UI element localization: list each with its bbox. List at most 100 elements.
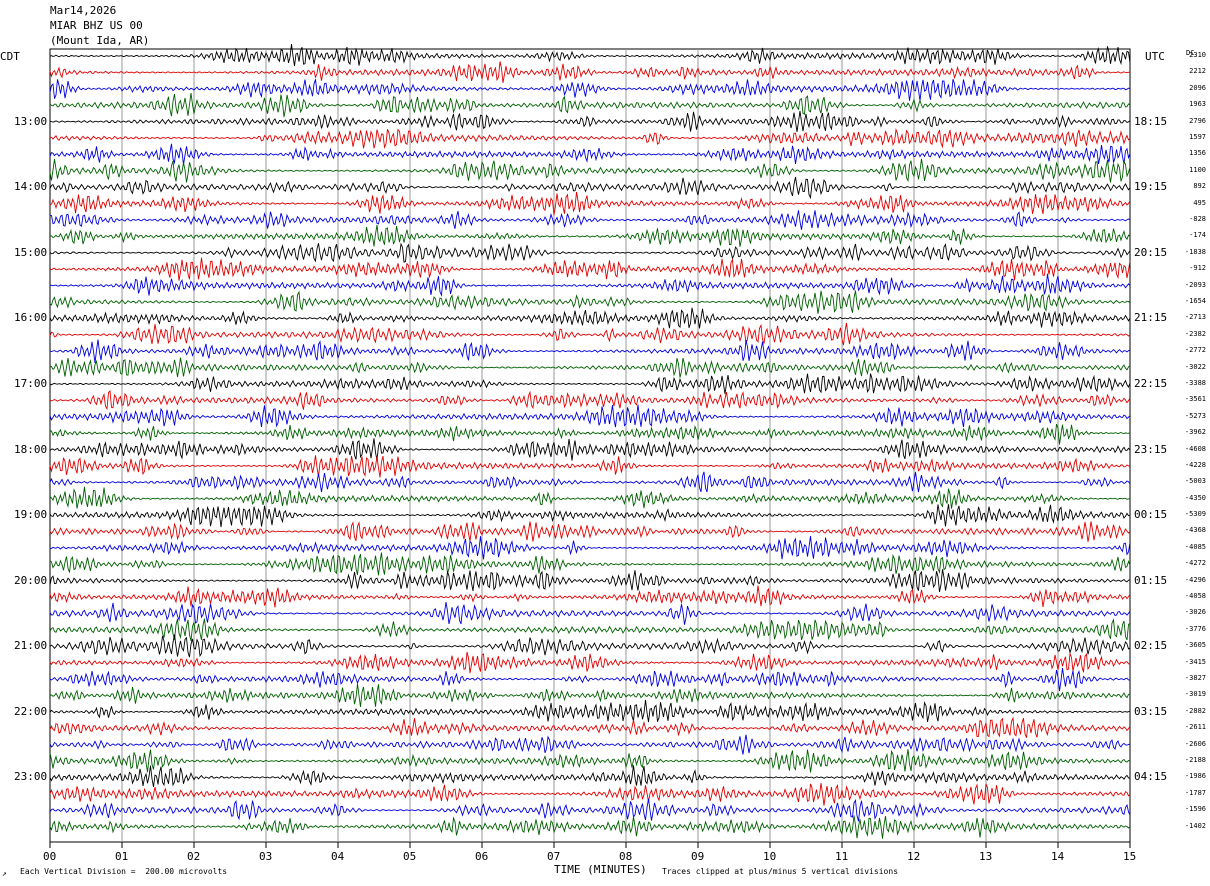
scale-marker-icon: ↗ — [2, 869, 7, 878]
dc-offset-label: -2713 — [1184, 313, 1206, 322]
dc-offset-label: -2606 — [1184, 739, 1206, 748]
trace-17 — [49, 307, 1131, 329]
trace-25 — [49, 438, 1131, 461]
left-time-label: 17:00 — [14, 376, 48, 390]
dc-offset-label: -3605 — [1184, 641, 1206, 650]
plot-frame — [49, 48, 1131, 843]
x-tick-label: 03 — [259, 850, 273, 863]
x-tick-label: 08 — [619, 850, 633, 863]
x-tick-label: 04 — [331, 850, 345, 863]
x-tick-label: 01 — [115, 850, 129, 863]
dc-offset-label: -1402 — [1184, 821, 1206, 830]
left-time-label: 23:00 — [14, 770, 48, 784]
scale-note: Each Vertical Division = 200.00 microvol… — [20, 867, 228, 876]
x-tick-label: 05 — [403, 850, 417, 863]
x-tick-label: 15 — [1123, 850, 1137, 863]
dc-offset-label: -5003 — [1184, 477, 1206, 486]
trace-15 — [49, 273, 1131, 297]
trace-45 — [49, 765, 1131, 787]
right-time-label: 21:15 — [1134, 311, 1168, 325]
x-tick-label: 09 — [691, 850, 705, 863]
trace-19 — [49, 339, 1131, 363]
left-time-label: 21:00 — [14, 639, 48, 653]
right-time-label: 23:15 — [1134, 442, 1168, 456]
dc-offset-label: -3827 — [1184, 674, 1206, 683]
trace-20 — [49, 357, 1131, 378]
dc-offset-label: -4296 — [1184, 575, 1206, 584]
left-time-label: 16:00 — [14, 311, 48, 325]
trace-6 — [50, 127, 1131, 150]
dc-offset-label: -4608 — [1184, 444, 1206, 453]
dc-offset-label: 2212 — [1189, 67, 1206, 76]
right-time-label: 18:15 — [1134, 114, 1168, 128]
trace-30 — [49, 521, 1131, 542]
dc-offset-label: -3019 — [1184, 690, 1206, 699]
trace-27 — [49, 471, 1131, 493]
record-date: Mar14,2026 — [50, 4, 117, 17]
dc-offset-label: -5273 — [1184, 411, 1206, 420]
dc-offset-label: -1986 — [1184, 772, 1206, 781]
trace-22 — [49, 389, 1131, 411]
trace-47 — [49, 798, 1131, 822]
dc-offset-label: -4368 — [1184, 526, 1206, 535]
dc-offset-label: -2188 — [1184, 756, 1206, 765]
dc-offset-label: -912 — [1189, 264, 1206, 273]
left-timezone-label: CDT — [0, 50, 20, 63]
trace-48 — [49, 815, 1131, 839]
dc-offset-label: -4350 — [1184, 493, 1206, 502]
trace-44 — [49, 749, 1131, 773]
x-tick-label: 10 — [763, 850, 777, 863]
dc-offset-label: -1787 — [1184, 788, 1206, 797]
right-time-label: 22:15 — [1134, 376, 1168, 390]
dc-offset-label: 1100 — [1189, 165, 1206, 174]
trace-10 — [49, 191, 1131, 216]
right-time-label: 02:15 — [1134, 639, 1168, 653]
dc-offset-label: -1654 — [1184, 296, 1206, 305]
dc-offset-label: 1597 — [1189, 132, 1206, 141]
dc-offset-label: 1356 — [1189, 149, 1206, 158]
trace-26 — [49, 455, 1131, 478]
x-tick-label: 11 — [835, 850, 849, 863]
right-time-label: 00:15 — [1134, 508, 1168, 522]
trace-11 — [50, 210, 1131, 230]
x-tick-label: 00 — [43, 850, 57, 863]
trace-7 — [49, 143, 1131, 165]
trace-16 — [49, 290, 1131, 314]
dc-offset-label: -4085 — [1184, 542, 1206, 551]
trace-13 — [49, 242, 1131, 263]
dc-offset-label: -4272 — [1184, 559, 1206, 568]
left-time-label: 20:00 — [14, 573, 48, 587]
left-time-label: 15:00 — [14, 245, 48, 259]
left-time-label: 18:00 — [14, 442, 48, 456]
x-tick-label: 06 — [475, 850, 489, 863]
dc-offset-label: -3388 — [1184, 378, 1206, 387]
dc-column-header: DC — [1186, 49, 1195, 57]
right-time-label: 03:15 — [1134, 704, 1168, 718]
trace-43 — [49, 734, 1131, 755]
left-time-label: 14:00 — [14, 180, 48, 194]
trace-2 — [49, 61, 1131, 83]
dc-offset-label: -3415 — [1184, 657, 1206, 666]
dc-offset-label: -4228 — [1184, 460, 1206, 469]
x-tick-label: 14 — [1051, 850, 1065, 863]
dc-offset-label: -828 — [1189, 214, 1206, 223]
dc-offset-label: -3026 — [1184, 608, 1206, 617]
trace-4 — [49, 93, 1131, 118]
trace-5 — [49, 110, 1131, 132]
dc-offset-label: 892 — [1193, 182, 1206, 191]
trace-41 — [49, 699, 1131, 723]
trace-38 — [49, 651, 1131, 674]
dc-offset-label: 1963 — [1189, 100, 1206, 109]
trace-14 — [49, 257, 1131, 281]
right-time-label: 01:15 — [1134, 573, 1168, 587]
left-time-label: 13:00 — [14, 114, 48, 128]
trace-21 — [49, 373, 1131, 395]
dc-offset-label: -2882 — [1184, 706, 1206, 715]
trace-1 — [49, 44, 1131, 67]
dc-offset-label: -3561 — [1184, 395, 1206, 404]
x-tick-label: 12 — [907, 850, 921, 863]
dc-offset-label: -2382 — [1184, 329, 1206, 338]
dc-offset-label: -2772 — [1184, 346, 1206, 355]
x-axis-title: TIME (MINUTES) — [554, 863, 647, 876]
dc-offset-label: -4058 — [1184, 592, 1206, 601]
